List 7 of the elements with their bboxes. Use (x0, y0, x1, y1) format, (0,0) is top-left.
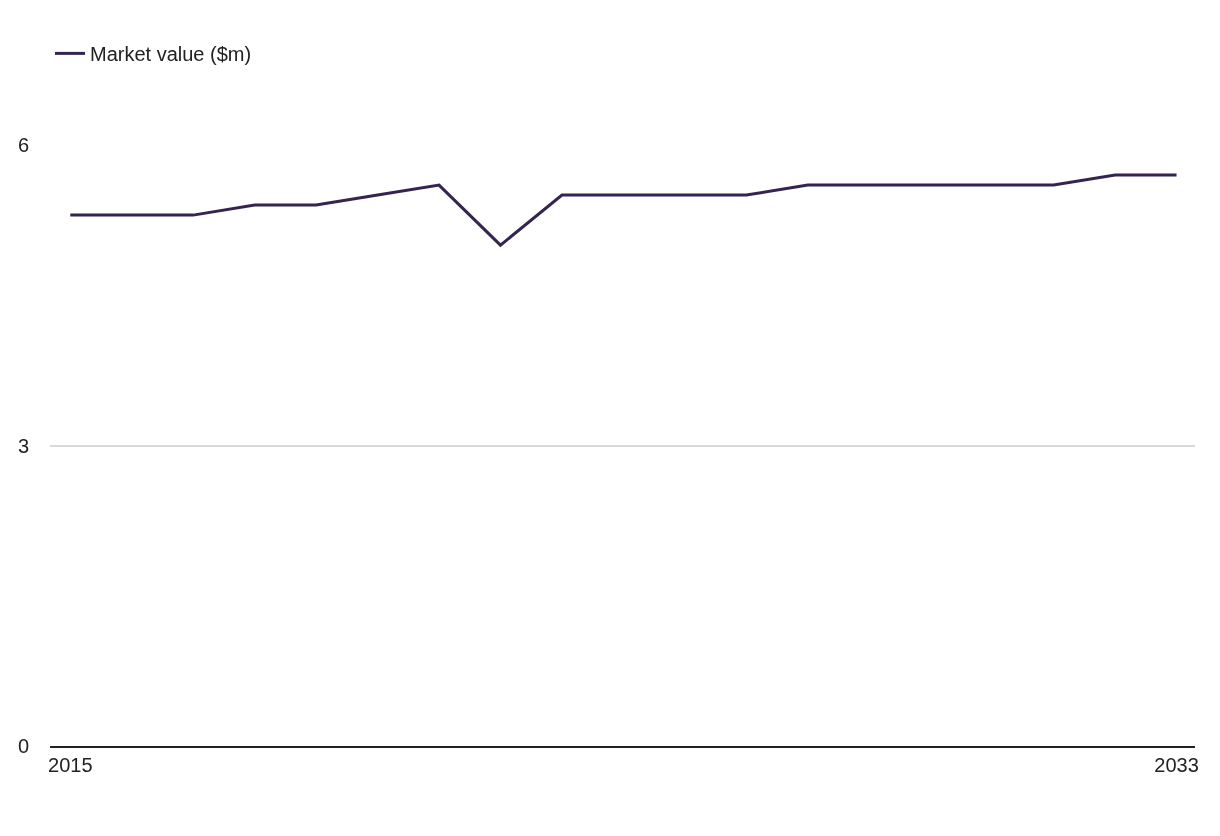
legend-label: Market value ($m) (90, 43, 252, 66)
x-tick-label: 2015 (48, 753, 93, 776)
y-tick-label: 0 (17, 735, 29, 757)
y-tick-label: 6 (17, 134, 29, 156)
line-series (68, 173, 1179, 247)
y-tick-label: 3 (17, 434, 29, 457)
x-tick-label: 2033 (1154, 753, 1199, 776)
